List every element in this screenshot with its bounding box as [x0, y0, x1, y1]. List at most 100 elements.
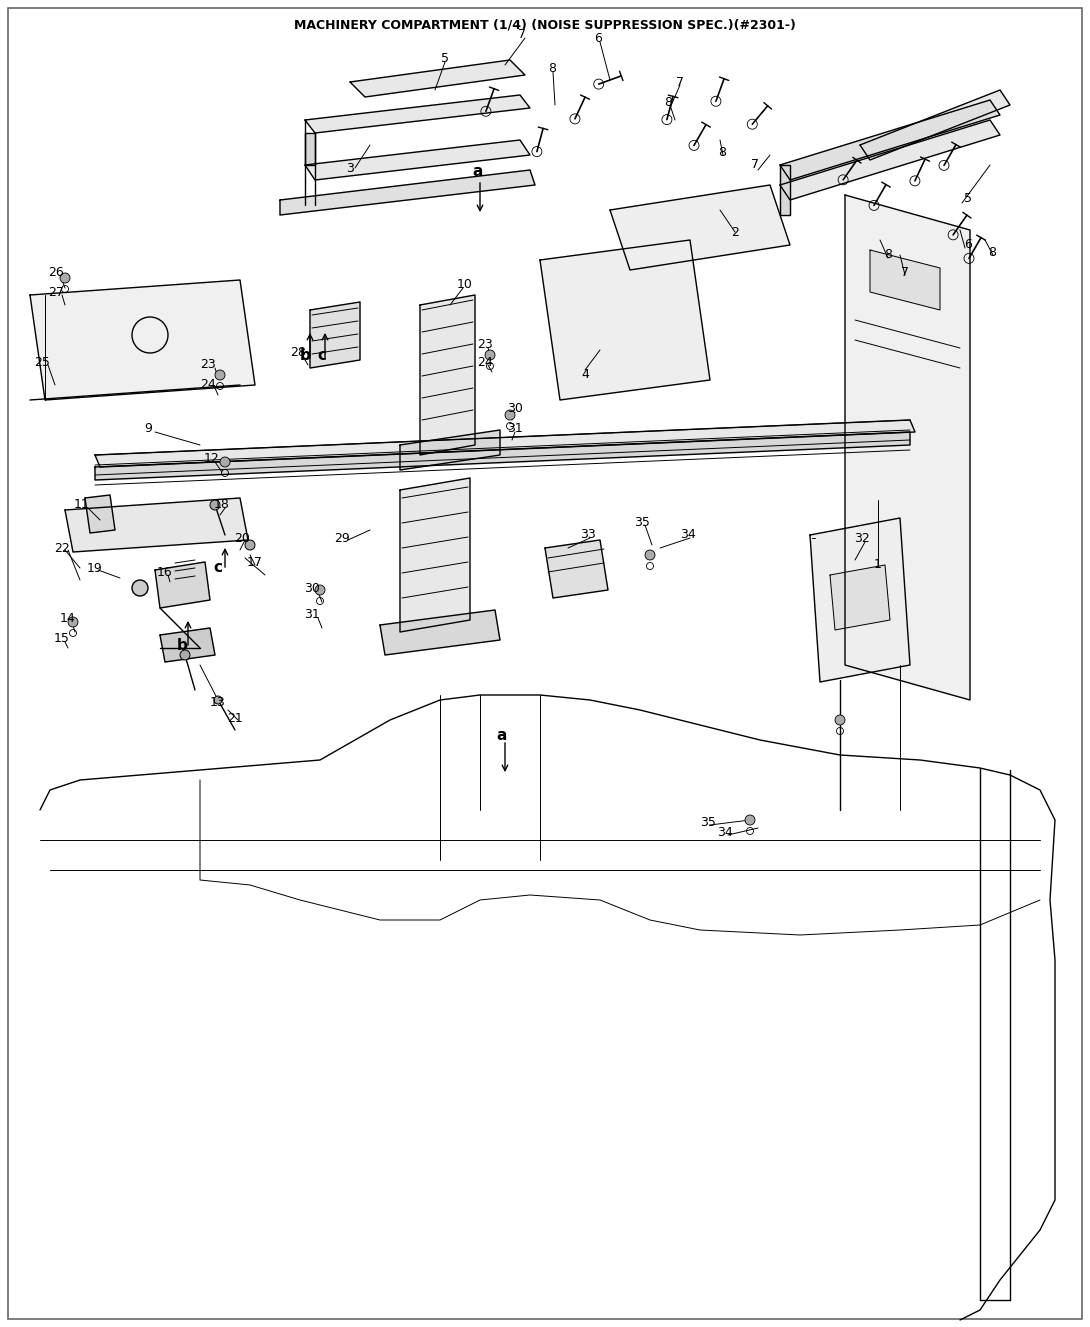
Polygon shape [380, 610, 500, 656]
Text: 8: 8 [664, 96, 673, 109]
Circle shape [60, 273, 70, 283]
Polygon shape [400, 430, 500, 470]
Text: 28: 28 [290, 345, 306, 358]
Text: 32: 32 [855, 532, 870, 544]
Text: 33: 33 [580, 528, 596, 541]
Text: 6: 6 [964, 238, 972, 251]
Text: 6: 6 [594, 32, 602, 45]
Text: 7: 7 [676, 76, 685, 89]
Text: 17: 17 [247, 556, 263, 568]
Text: 35: 35 [634, 515, 650, 528]
Text: 12: 12 [204, 451, 220, 464]
Polygon shape [810, 518, 910, 682]
Text: 3: 3 [346, 162, 354, 174]
Text: 1: 1 [874, 559, 882, 572]
Polygon shape [610, 184, 790, 269]
Circle shape [744, 815, 755, 825]
Text: 20: 20 [234, 532, 250, 544]
Polygon shape [780, 100, 1000, 180]
Polygon shape [545, 540, 608, 598]
Text: 19: 19 [87, 561, 102, 575]
Circle shape [505, 410, 514, 421]
Text: 4: 4 [581, 369, 589, 381]
Text: 8: 8 [548, 61, 556, 74]
Text: 5: 5 [441, 52, 449, 65]
Circle shape [132, 580, 148, 596]
Polygon shape [350, 60, 525, 97]
Polygon shape [280, 170, 535, 215]
Text: 31: 31 [304, 609, 319, 621]
Text: 16: 16 [157, 565, 173, 579]
Polygon shape [305, 141, 530, 180]
Text: 15: 15 [54, 632, 70, 645]
Text: 5: 5 [964, 191, 972, 204]
Circle shape [210, 500, 220, 510]
Text: b: b [177, 637, 187, 653]
Polygon shape [305, 96, 530, 133]
Circle shape [220, 456, 230, 467]
Text: 7: 7 [518, 28, 526, 41]
Text: c: c [317, 348, 327, 362]
Polygon shape [31, 280, 255, 399]
Circle shape [68, 617, 78, 626]
Polygon shape [829, 565, 891, 630]
Text: 18: 18 [214, 499, 230, 511]
Polygon shape [310, 303, 360, 368]
Polygon shape [400, 478, 470, 632]
Polygon shape [860, 90, 1010, 161]
Text: 34: 34 [680, 528, 695, 541]
Polygon shape [420, 295, 475, 455]
Polygon shape [780, 119, 1000, 200]
Polygon shape [95, 433, 910, 480]
Text: 2: 2 [731, 226, 739, 239]
Text: 30: 30 [507, 402, 523, 414]
Text: 7: 7 [901, 265, 909, 279]
Circle shape [245, 540, 255, 549]
Polygon shape [305, 133, 315, 165]
Text: 24: 24 [201, 378, 216, 391]
Text: 23: 23 [477, 338, 493, 352]
Text: 11: 11 [74, 499, 89, 511]
Text: 7: 7 [751, 158, 759, 171]
Text: 23: 23 [201, 358, 216, 372]
Polygon shape [155, 563, 210, 608]
Text: 8: 8 [988, 245, 996, 259]
Polygon shape [780, 165, 790, 215]
Circle shape [214, 695, 222, 705]
Text: 8: 8 [884, 248, 892, 261]
Text: 10: 10 [457, 279, 473, 292]
Circle shape [315, 585, 325, 594]
Circle shape [215, 370, 225, 380]
Text: 29: 29 [335, 532, 350, 544]
Text: 9: 9 [144, 422, 152, 434]
Text: 34: 34 [717, 825, 732, 839]
Text: 27: 27 [48, 285, 64, 299]
Text: b: b [300, 348, 311, 362]
Text: 8: 8 [718, 146, 726, 158]
Polygon shape [160, 628, 215, 662]
Text: 26: 26 [48, 265, 64, 279]
Circle shape [485, 350, 495, 360]
Text: 21: 21 [227, 711, 243, 725]
Polygon shape [85, 495, 116, 533]
Polygon shape [95, 421, 915, 467]
Circle shape [645, 549, 655, 560]
Text: 22: 22 [54, 541, 70, 555]
Polygon shape [540, 240, 710, 399]
Text: 13: 13 [210, 695, 226, 709]
Polygon shape [870, 249, 940, 311]
Text: 30: 30 [304, 581, 320, 594]
Text: 14: 14 [60, 612, 76, 625]
Text: a: a [497, 727, 507, 743]
Text: 24: 24 [477, 356, 493, 369]
Circle shape [180, 650, 190, 660]
Text: MACHINERY COMPARTMENT (1/4) (NOISE SUPPRESSION SPEC.)(#2301-): MACHINERY COMPARTMENT (1/4) (NOISE SUPPR… [294, 19, 796, 31]
Text: 35: 35 [700, 816, 716, 828]
Polygon shape [845, 195, 970, 701]
Text: 31: 31 [507, 422, 523, 434]
Text: c: c [214, 560, 222, 576]
Text: 25: 25 [34, 356, 50, 369]
Circle shape [835, 715, 845, 725]
Text: a: a [473, 165, 483, 179]
Polygon shape [65, 498, 249, 552]
